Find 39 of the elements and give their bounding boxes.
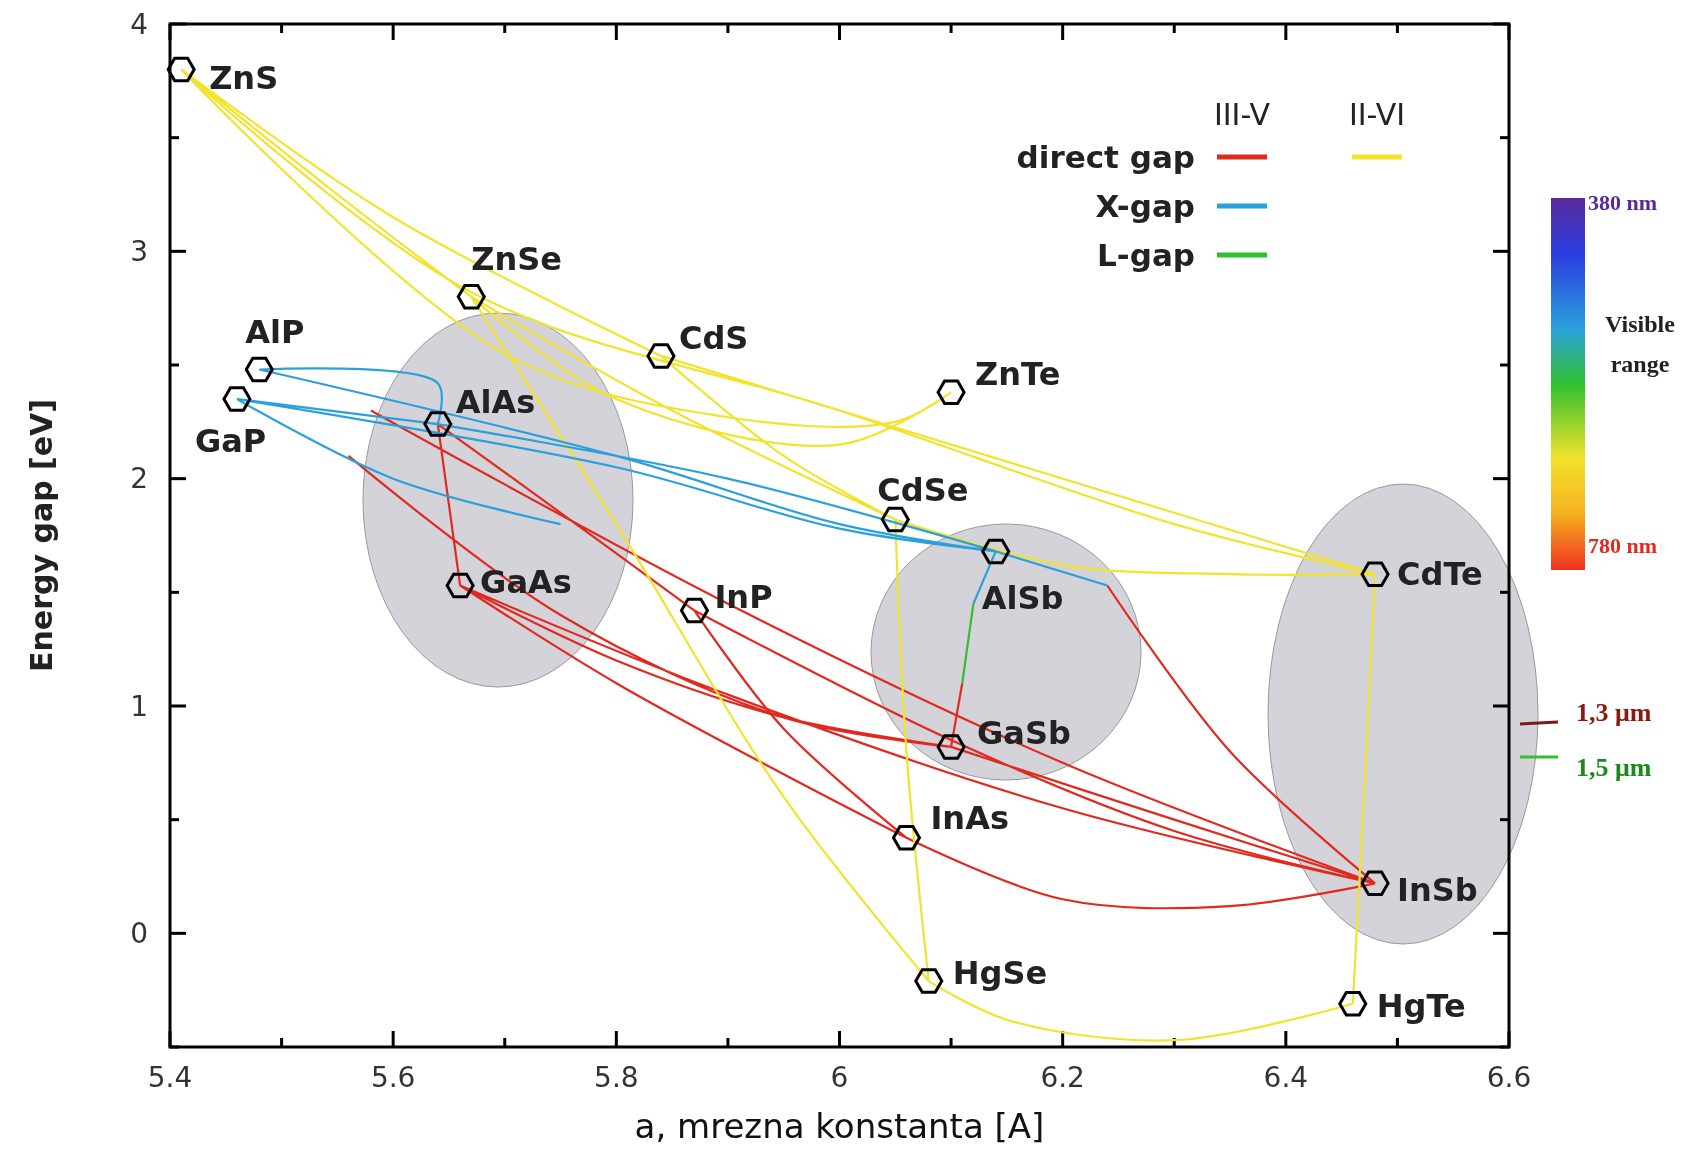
y-tick-label: 0	[130, 917, 148, 951]
annotation: HgSe	[952, 954, 1048, 993]
annotation: InP	[714, 577, 773, 616]
text: Visible range	[1605, 311, 1676, 377]
y-tick-label: 1	[130, 689, 148, 723]
annotation: GaP	[194, 422, 267, 461]
annotation: CdTe	[1397, 555, 1483, 594]
x-tick-label: 5.8	[594, 1061, 639, 1094]
x-tick-label: 5.6	[370, 1061, 416, 1094]
annotation: CdSe	[877, 470, 969, 509]
annotation: InAs	[930, 799, 1009, 838]
annotation: AlAs	[455, 383, 536, 422]
x-tick-label: 6.4	[1263, 1061, 1309, 1094]
y-tick-label: 2	[130, 462, 148, 496]
annotation: ZnTe	[975, 355, 1061, 394]
y-tick-label: 4	[130, 7, 148, 41]
legend-label: X-gap	[1095, 187, 1195, 224]
x-tick-label: 6.2	[1040, 1061, 1085, 1094]
annotation: CdS	[678, 319, 749, 358]
legend-label: direct gap	[1016, 138, 1195, 175]
annotation: ZnS	[209, 58, 279, 97]
y-tick-label: 3	[130, 235, 148, 269]
annotation: HgTe	[1376, 987, 1466, 1026]
y-axis-title: Energy gap [eV]	[24, 398, 59, 673]
x-tick-label: 6.6	[1486, 1061, 1532, 1094]
legend-label: L-gap	[1097, 236, 1195, 273]
text: 1,3 μm	[1576, 698, 1652, 728]
text: 1,5 μm	[1576, 753, 1652, 783]
x-tick-label: 6	[830, 1061, 849, 1094]
annotation: InSb	[1397, 870, 1478, 909]
annotation: AlP	[245, 312, 305, 351]
x-axis-title: a, mrezna konstanta [A]	[634, 1106, 1045, 1146]
annotation: III-V	[1213, 96, 1271, 132]
text: 780 nm	[1588, 533, 1658, 558]
x-tick-label: 5.4	[147, 1061, 193, 1094]
annotation: ZnSe	[471, 240, 563, 278]
text: 380 nm	[1588, 190, 1658, 215]
annotation: II-VI	[1348, 96, 1406, 132]
annotation: AlSb	[981, 578, 1064, 617]
